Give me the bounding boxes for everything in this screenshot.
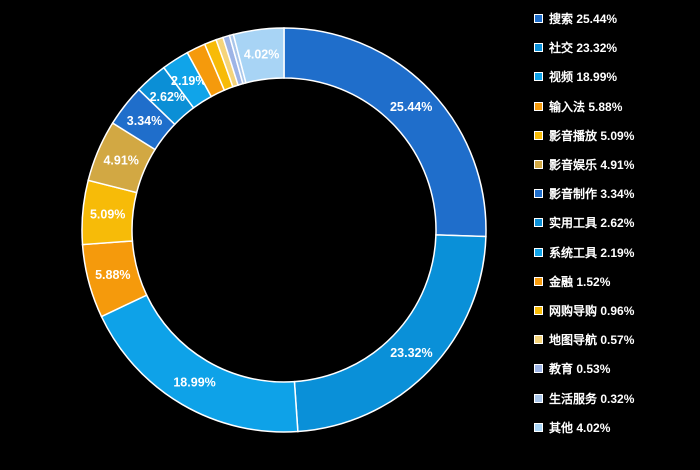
legend-swatch (534, 335, 543, 345)
legend-item-9: 金融 1.52% (534, 267, 700, 296)
legend-swatch (534, 189, 543, 199)
legend-item-12: 教育 0.53% (534, 354, 700, 383)
legend-item-1: 社交 23.32% (534, 33, 700, 62)
legend-item-8: 系统工具 2.19% (534, 238, 700, 267)
slice-data-label-5: 4.91% (103, 154, 138, 168)
legend-label: 地图导航 0.57% (549, 333, 635, 348)
legend-label: 影音制作 3.34% (549, 187, 635, 202)
donut-slice-2 (100, 294, 299, 433)
legend-item-2: 视频 18.99% (534, 62, 700, 91)
legend-swatch (534, 393, 543, 403)
legend-label: 教育 0.53% (549, 362, 611, 377)
slice-data-label-4: 5.09% (90, 207, 125, 221)
legend-label: 影音播放 5.09% (549, 128, 635, 143)
slice-data-label-0: 25.44% (390, 100, 432, 114)
legend-swatch (534, 14, 543, 24)
legend-swatch (534, 101, 543, 111)
legend-label: 视频 18.99% (549, 70, 618, 85)
slice-data-label-14: 4.02% (244, 47, 279, 61)
slice-data-label-8: 2.19% (171, 74, 206, 88)
slice-data-label-6: 3.34% (127, 114, 162, 128)
legend-label: 生活服务 0.32% (549, 391, 635, 406)
legend-swatch (534, 276, 543, 286)
legend-swatch (534, 422, 543, 432)
chart-legend: 搜索 25.44% 社交 23.32% 视频 18.99% 输入法 5.88% 影音播放… (534, 4, 700, 442)
legend-swatch (534, 130, 543, 140)
legend-item-7: 实用工具 2.62% (534, 208, 700, 237)
legend-label: 影音娱乐 4.91% (549, 158, 635, 173)
donut-slice-1 (293, 234, 487, 433)
legend-item-5: 影音娱乐 4.91% (534, 150, 700, 179)
donut-slice-14 (232, 27, 285, 84)
legend-item-13: 生活服务 0.32% (534, 383, 700, 412)
legend-item-10: 网购导购 0.96% (534, 296, 700, 325)
legend-swatch (534, 43, 543, 53)
donut-slice-0 (283, 27, 487, 238)
legend-label: 搜索 25.44% (549, 12, 618, 27)
donut-chart: 25.44% 23.32% 18.99% 5.88% 5.09% 4.91% 3.34% 2.… (81, 27, 487, 433)
legend-label: 社交 23.32% (549, 41, 618, 56)
legend-item-14: 其他 4.02% (534, 413, 700, 442)
legend-item-11: 地图导航 0.57% (534, 325, 700, 354)
slice-data-label-7: 2.62% (150, 90, 185, 104)
slice-data-label-2: 18.99% (173, 376, 215, 390)
legend-swatch (534, 218, 543, 228)
legend-swatch (534, 364, 543, 374)
legend-swatch (534, 72, 543, 82)
legend-label: 实用工具 2.62% (549, 216, 635, 231)
legend-item-3: 输入法 5.88% (534, 92, 700, 121)
legend-label: 系统工具 2.19% (549, 245, 635, 260)
legend-swatch (534, 247, 543, 257)
legend-item-6: 影音制作 3.34% (534, 179, 700, 208)
slice-data-label-3: 5.88% (95, 268, 130, 282)
legend-swatch (534, 305, 543, 315)
legend-label: 网购导购 0.96% (549, 303, 635, 318)
legend-item-0: 搜索 25.44% (534, 4, 700, 33)
legend-label: 金融 1.52% (549, 274, 611, 289)
slice-data-label-1: 23.32% (390, 346, 432, 360)
legend-label: 其他 4.02% (549, 420, 611, 435)
legend-item-4: 影音播放 5.09% (534, 121, 700, 150)
legend-label: 输入法 5.88% (549, 99, 623, 114)
legend-swatch (534, 160, 543, 170)
